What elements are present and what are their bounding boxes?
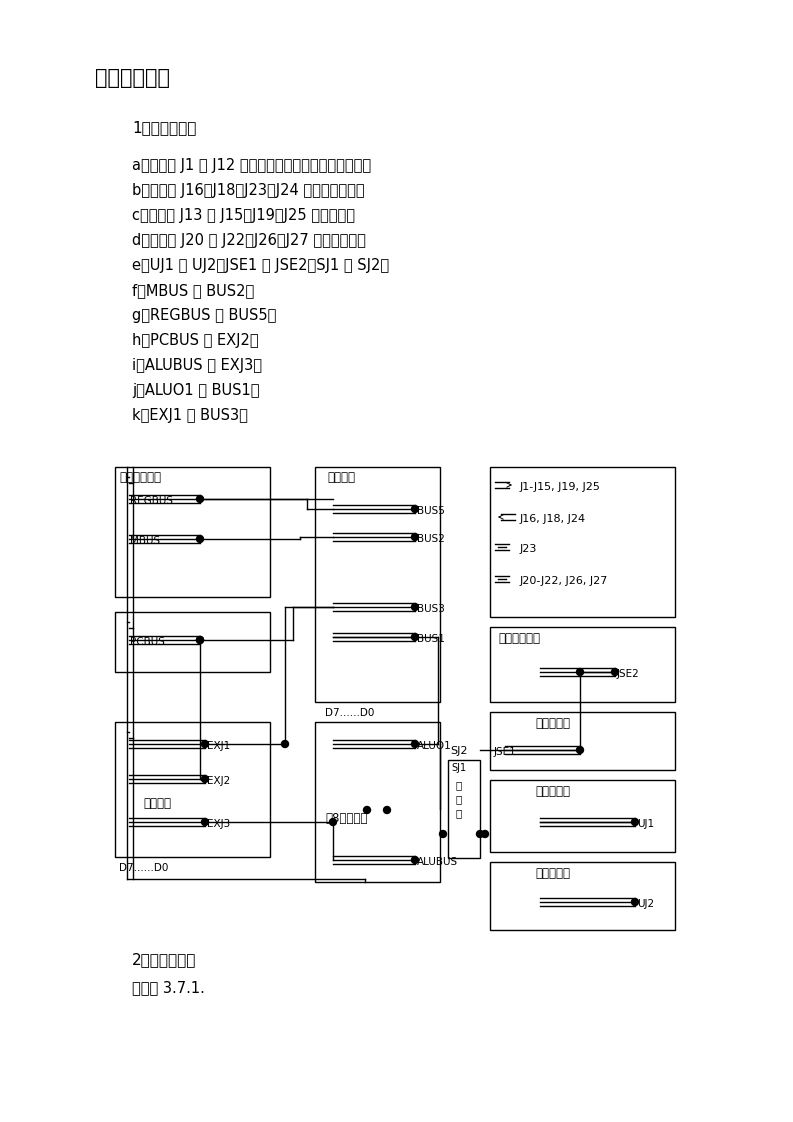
Text: BUS2: BUS2 — [417, 534, 445, 544]
Text: EXJ1: EXJ1 — [207, 741, 230, 751]
Text: c、跳线器 J13 ～ J15、J19、J25 拨在右边；: c、跳线器 J13 ～ J15、J19、J25 拨在右边； — [132, 208, 355, 223]
Text: d、跳线器 J20 ～ J22、J26、J27 连上短路片；: d、跳线器 J20 ～ J22、J26、J27 连上短路片； — [132, 233, 366, 248]
Bar — [490, 862, 675, 930]
Circle shape — [363, 807, 370, 813]
Text: f、MBUS 连 BUS2；: f、MBUS 连 BUS2； — [132, 283, 255, 298]
Bar — [490, 467, 675, 617]
Bar — [490, 712, 675, 770]
Text: 程: 程 — [456, 794, 462, 804]
Circle shape — [631, 819, 638, 826]
Bar — [115, 467, 270, 597]
Text: J23: J23 — [520, 544, 538, 554]
Text: D7......D0: D7......D0 — [325, 708, 374, 718]
Text: BUS1: BUS1 — [417, 634, 445, 644]
Text: JSE2: JSE2 — [617, 669, 640, 679]
Circle shape — [577, 746, 584, 754]
Circle shape — [611, 669, 619, 675]
Text: 微: 微 — [456, 780, 462, 790]
Circle shape — [201, 775, 209, 782]
Text: a、跳线器 J1 ～ J12 全部拨在右边（自动工作方式）；: a、跳线器 J1 ～ J12 全部拨在右边（自动工作方式）； — [132, 158, 371, 173]
Circle shape — [282, 741, 289, 747]
Bar — [315, 467, 440, 702]
Circle shape — [197, 496, 204, 503]
Text: EXJ2: EXJ2 — [207, 776, 230, 787]
Circle shape — [412, 634, 419, 641]
Text: PCBUS: PCBUS — [130, 637, 165, 647]
Circle shape — [197, 636, 204, 644]
Bar — [490, 627, 675, 702]
Text: BUS5: BUS5 — [417, 506, 445, 516]
Text: J1-J15, J19, J25: J1-J15, J19, J25 — [520, 482, 601, 493]
Text: h、PCBUS 连 EXJ2；: h、PCBUS 连 EXJ2； — [132, 333, 259, 348]
Text: 参见图 3.7.1.: 参见图 3.7.1. — [132, 980, 205, 995]
Circle shape — [330, 819, 336, 826]
Text: 外部总线: 外部总线 — [143, 797, 171, 810]
Circle shape — [577, 669, 584, 675]
Circle shape — [201, 819, 209, 826]
Text: 序: 序 — [456, 808, 462, 818]
Bar — [115, 721, 270, 857]
Circle shape — [412, 506, 419, 513]
Circle shape — [631, 899, 638, 905]
Circle shape — [439, 830, 446, 837]
Circle shape — [412, 741, 419, 747]
Text: 控制信号单元: 控制信号单元 — [498, 632, 540, 645]
Text: SJ2: SJ2 — [450, 746, 468, 756]
Text: 微地址输入: 微地址输入 — [535, 867, 570, 880]
Circle shape — [384, 807, 390, 813]
Circle shape — [201, 741, 209, 747]
Text: 1、实验连线图: 1、实验连线图 — [132, 120, 197, 135]
Circle shape — [481, 830, 488, 837]
Circle shape — [412, 856, 419, 864]
Text: 三、实验电路: 三、实验电路 — [95, 68, 170, 88]
Text: 寄存器堆模块: 寄存器堆模块 — [119, 471, 161, 484]
Text: REGBUS: REGBUS — [130, 496, 173, 506]
Circle shape — [197, 535, 204, 543]
Text: 体8位运算器: 体8位运算器 — [325, 812, 367, 825]
Text: 微地址显示: 微地址显示 — [535, 785, 570, 798]
Text: D7......D0: D7......D0 — [119, 863, 168, 873]
Text: k、EXJ1 连 BUS3；: k、EXJ1 连 BUS3； — [132, 408, 248, 423]
Text: J16, J18, J24: J16, J18, J24 — [520, 514, 586, 524]
Text: ALUBUS: ALUBUS — [417, 857, 458, 867]
Text: 内部总线: 内部总线 — [327, 471, 355, 484]
Text: 微地址控制: 微地址控制 — [535, 717, 570, 730]
Text: 2、实验原理图: 2、实验原理图 — [132, 951, 197, 967]
Text: MBUS: MBUS — [130, 536, 160, 546]
Circle shape — [412, 604, 419, 610]
Bar — [490, 780, 675, 852]
Text: ALUO1: ALUO1 — [417, 741, 452, 751]
Text: b、跳线器 J16、J18、J23、J24 全部拨在左边；: b、跳线器 J16、J18、J23、J24 全部拨在左边； — [132, 183, 365, 197]
Circle shape — [197, 636, 204, 644]
Bar — [115, 611, 270, 672]
Text: j、ALUO1 连 BUS1；: j、ALUO1 连 BUS1； — [132, 383, 259, 398]
Text: EXJ3: EXJ3 — [207, 819, 230, 829]
Text: J20-J22, J26, J27: J20-J22, J26, J27 — [520, 576, 608, 586]
Text: g、REGBUS 连 BUS5；: g、REGBUS 连 BUS5； — [132, 309, 277, 323]
Text: e、UJ1 连 UJ2，JSE1 连 JSE2，SJ1 连 SJ2；: e、UJ1 连 UJ2，JSE1 连 JSE2，SJ1 连 SJ2； — [132, 258, 389, 273]
Bar — [448, 760, 480, 858]
Text: i、ALUBUS 连 EXJ3；: i、ALUBUS 连 EXJ3； — [132, 358, 262, 373]
Text: BUS3: BUS3 — [417, 604, 445, 614]
Text: UJ1: UJ1 — [637, 819, 654, 829]
Bar — [315, 721, 440, 882]
Circle shape — [412, 533, 419, 541]
Text: UJ2: UJ2 — [637, 899, 654, 909]
Text: SJ1: SJ1 — [451, 763, 466, 773]
Circle shape — [477, 830, 484, 837]
Text: JSE1: JSE1 — [494, 747, 517, 757]
